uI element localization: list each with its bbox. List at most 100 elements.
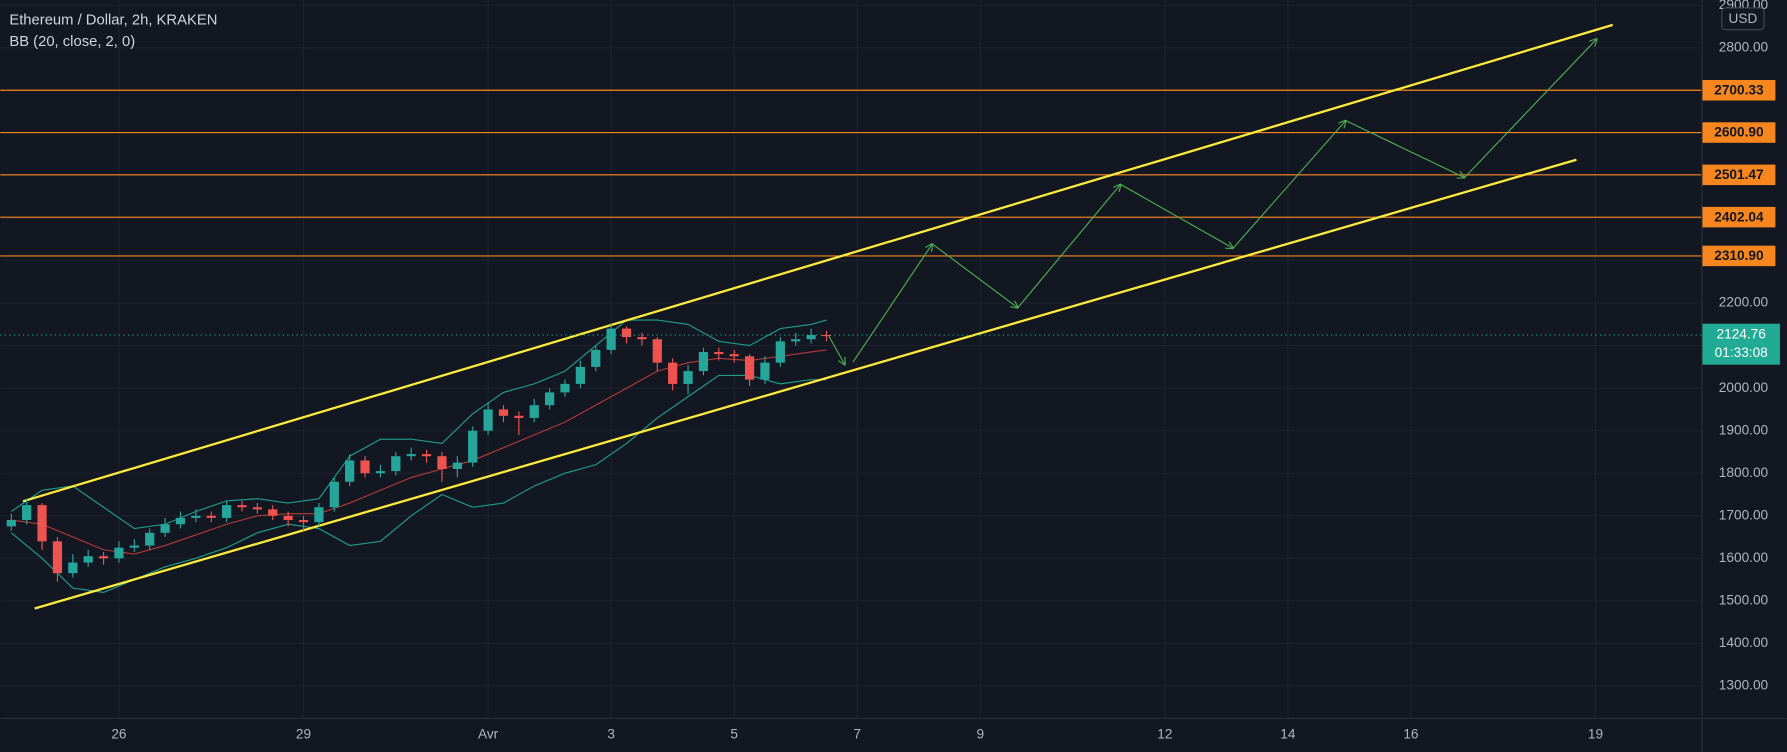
candle-body [821, 334, 832, 337]
chart-title: Ethereum / Dollar, 2h, KRAKEN [9, 12, 217, 28]
candle-body [421, 454, 432, 457]
x-tick-label: 7 [853, 727, 861, 742]
candle-body [22, 505, 32, 521]
x-tick-label: 9 [976, 727, 984, 742]
candle-body [68, 562, 78, 574]
countdown-label: 01:33:08 [1715, 345, 1768, 360]
candle-body [160, 524, 170, 533]
projection-arrow [931, 243, 1018, 308]
candle-body [437, 456, 447, 469]
candle-body [652, 339, 662, 363]
y-tick-label: 1900.00 [1719, 422, 1769, 437]
projection-arrow [1464, 39, 1596, 178]
last-price-box [1702, 323, 1780, 365]
y-tick-label: 2900.00 [1719, 0, 1769, 12]
level-label: 2402.04 [1714, 209, 1764, 224]
y-tick-label: 1600.00 [1719, 550, 1769, 565]
projection-arrow [828, 335, 845, 365]
candle-body [191, 515, 201, 518]
y-tick-label: 2800.00 [1719, 39, 1769, 54]
y-tick-label: 1700.00 [1719, 507, 1769, 522]
projection-arrow [1232, 121, 1346, 249]
x-tick-label: 14 [1280, 727, 1296, 742]
candle-body [698, 351, 709, 372]
y-tick-label: 2200.00 [1719, 295, 1769, 310]
y-tick-label: 1400.00 [1719, 635, 1769, 650]
channel-line [22, 23, 1614, 503]
candle-body [560, 383, 570, 393]
candle-body [668, 362, 678, 384]
candle-body [37, 505, 47, 542]
candle-body [175, 517, 186, 525]
y-tick-label: 2000.00 [1719, 380, 1769, 395]
last-price-label: 2124.76 [1717, 327, 1766, 342]
candle-body [268, 509, 278, 516]
candle-body [468, 430, 478, 463]
projection-arrow [852, 244, 932, 363]
candle-body [606, 328, 616, 350]
x-tick-label: 5 [730, 727, 738, 742]
y-tick-label: 1300.00 [1719, 678, 1769, 693]
candle-body [760, 362, 770, 380]
level-label: 2501.47 [1714, 167, 1763, 182]
candle-body [98, 556, 109, 559]
candle-body [498, 409, 509, 416]
x-tick-label: 19 [1588, 727, 1603, 742]
candle-body [6, 520, 16, 527]
x-tick-label: 12 [1157, 727, 1172, 742]
currency: USD [1728, 11, 1757, 26]
level-label: 2310.90 [1714, 248, 1764, 263]
candle-body [314, 507, 324, 523]
candle-body [575, 366, 585, 384]
indicator-label: BB (20, close, 2, 0) [9, 34, 135, 50]
axes: 1300.00 1400.00 1500.00 1600.00 1700.00 1800.… [111, 0, 1780, 742]
candle-body [391, 456, 401, 472]
x-tick-label: 16 [1403, 727, 1418, 742]
candle-body [345, 460, 355, 482]
candle-body [114, 547, 124, 559]
candle-body [298, 520, 309, 523]
candle-body [283, 515, 293, 521]
candle-body [237, 505, 247, 508]
candle-body [621, 328, 632, 338]
candle-body [637, 337, 647, 340]
x-tick-label: 29 [296, 727, 311, 742]
projection-arrow [1120, 183, 1234, 248]
candle-body [83, 556, 93, 563]
candle-body [591, 349, 601, 367]
candle-body [545, 392, 555, 406]
candle-body [406, 454, 416, 457]
x-tick-label: Avr [478, 727, 499, 742]
channel-line [34, 158, 1577, 610]
currency-box [1721, 7, 1765, 31]
candle-body [360, 460, 370, 474]
candle-body [791, 339, 801, 342]
level-label-box [1702, 206, 1776, 228]
candle-body [683, 371, 693, 384]
candle-body [329, 481, 339, 508]
candle-body [714, 351, 724, 355]
projection-arrow [1345, 120, 1465, 178]
candle-body [744, 356, 755, 380]
level-label-box [1702, 164, 1776, 186]
candle-body [729, 354, 739, 357]
candle-body [206, 515, 216, 518]
bollinger-lower [10, 374, 827, 593]
projection-arrow [1017, 184, 1121, 309]
candle-body [452, 462, 462, 469]
level-label-box [1702, 245, 1776, 267]
candle-body [375, 471, 386, 474]
candle-body [222, 505, 232, 518]
candle-body [145, 532, 155, 546]
level-label-box [1702, 122, 1776, 143]
candle-body [129, 545, 139, 548]
level-label-box [1702, 79, 1776, 101]
y-tick-label: 1500.00 [1719, 592, 1769, 607]
candle-body [52, 541, 63, 574]
candle-body [483, 409, 493, 431]
y-tick-label: 1800.00 [1719, 465, 1769, 480]
plot-area [0, 23, 1702, 610]
